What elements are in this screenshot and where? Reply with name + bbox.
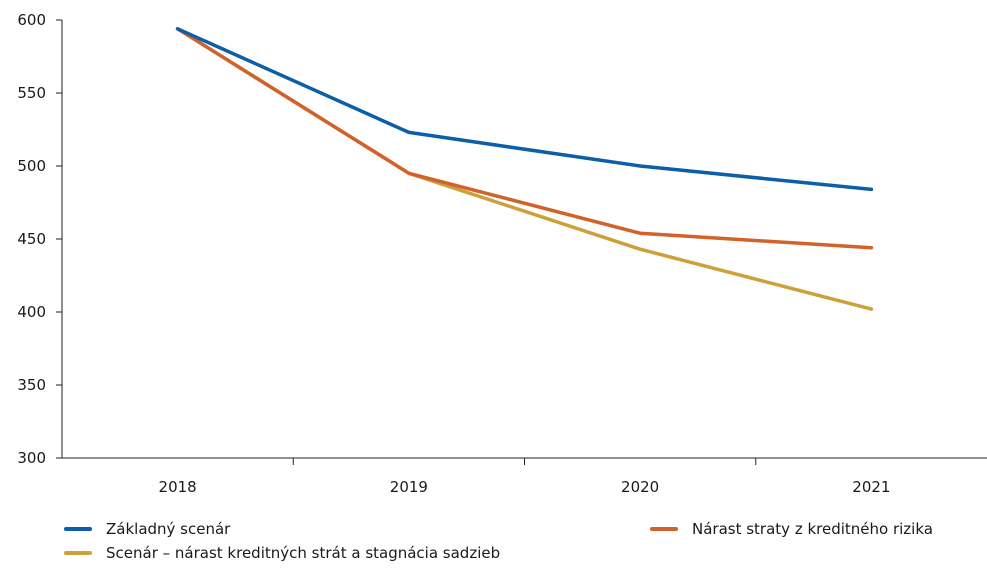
y-tick-label: 350: [17, 376, 46, 394]
y-tick-label: 300: [17, 449, 46, 467]
x-tick-label: 2019: [390, 478, 428, 496]
y-tick-label: 600: [17, 11, 46, 29]
x-tick-label: 2021: [852, 478, 890, 496]
series-line: [175, 27, 874, 192]
legend-label: Nárast straty z kreditného rizika: [692, 520, 933, 538]
x-tick-label: 2020: [621, 478, 659, 496]
axes: 300 350 400 450 500 550 600 2018 2019 2020 2021: [17, 11, 987, 496]
y-tick-label: 550: [17, 84, 46, 102]
legend-label: Scenár – nárast kreditných strát a stagn…: [106, 544, 500, 562]
y-tick-label: 500: [17, 157, 46, 175]
series-line: [175, 27, 874, 311]
y-tick-label: 450: [17, 230, 46, 248]
legend-label: Základný scenár: [106, 520, 231, 538]
series-lines: [175, 27, 874, 311]
legend: Základný scenár Nárast straty z kreditnéh…: [64, 520, 933, 562]
x-tick-label: 2018: [159, 478, 197, 496]
y-tick-label: 400: [17, 303, 46, 321]
series-line: [175, 27, 874, 250]
